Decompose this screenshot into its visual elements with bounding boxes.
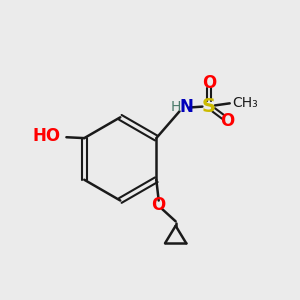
Text: HO: HO (32, 127, 61, 145)
Text: CH₃: CH₃ (233, 96, 259, 110)
Text: O: O (202, 74, 217, 92)
Text: O: O (220, 112, 234, 130)
Text: N: N (179, 98, 193, 116)
Text: O: O (152, 196, 166, 214)
Text: H: H (170, 100, 181, 114)
Text: S: S (202, 97, 216, 116)
